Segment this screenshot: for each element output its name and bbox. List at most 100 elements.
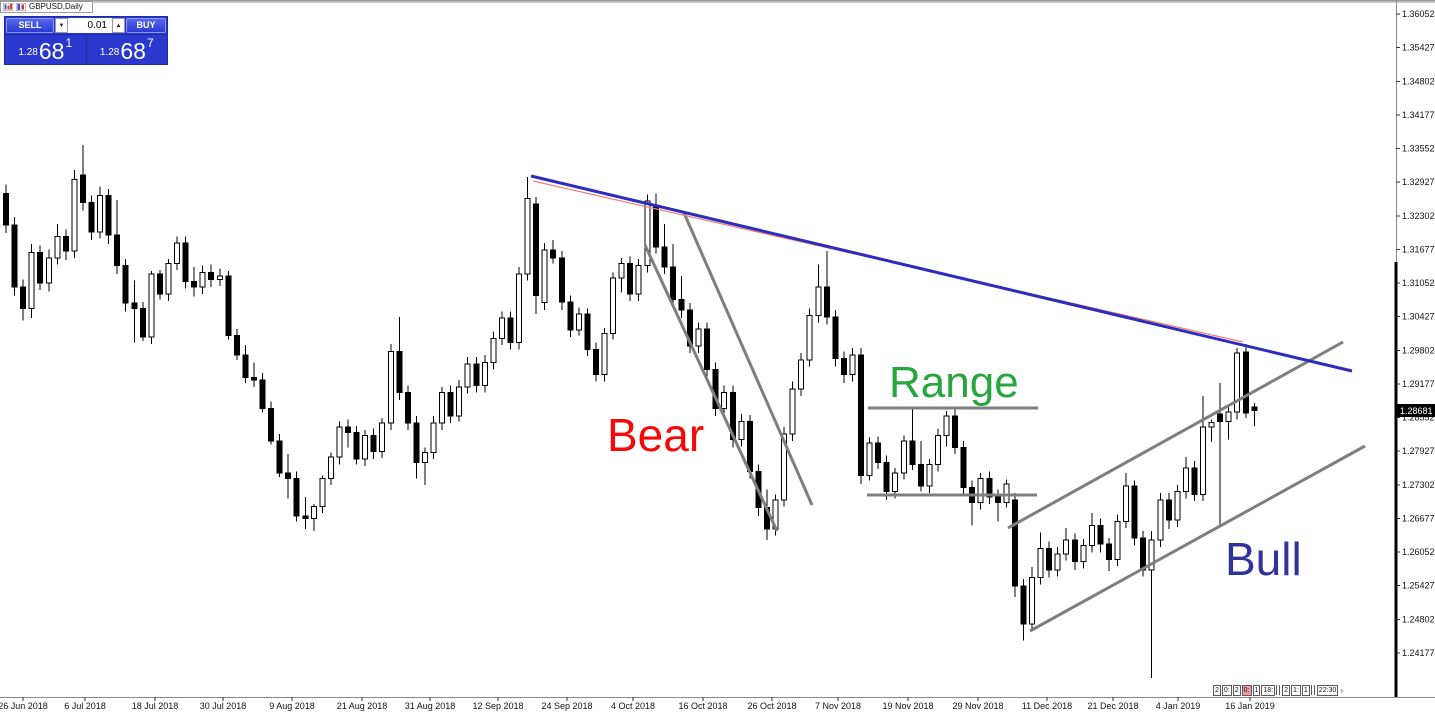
countdown-box: 0: xyxy=(1241,684,1252,696)
time-label: 21 Dec 2018 xyxy=(1087,701,1138,711)
candle xyxy=(148,270,155,345)
volume-decrease-button[interactable]: ▼ xyxy=(55,18,68,33)
bull-channel-upper-line[interactable] xyxy=(1007,340,1344,530)
candle xyxy=(37,245,44,291)
bear-channel-line-2[interactable] xyxy=(682,212,814,506)
candle xyxy=(704,322,711,378)
price-label: 1.26052 xyxy=(1402,547,1435,557)
candle xyxy=(319,475,326,514)
price-label: 1.27927 xyxy=(1402,446,1435,456)
candle xyxy=(627,256,634,301)
candle xyxy=(1063,528,1070,561)
price-label: 1.26677 xyxy=(1402,513,1435,523)
price-axis[interactable]: 1.36052 1.35427 1.34802 1.34177 1.33552 1.329… xyxy=(1396,9,1435,658)
candle xyxy=(738,413,745,447)
candle xyxy=(635,258,642,301)
candle xyxy=(250,362,257,388)
candle xyxy=(601,327,608,382)
candle xyxy=(327,452,334,486)
candle xyxy=(1131,480,1138,546)
countdown-box: 22:30 xyxy=(1316,684,1339,696)
sell-price-prefix: 1.28 xyxy=(18,47,38,58)
blue-descending-trendline[interactable] xyxy=(530,174,1353,373)
candle xyxy=(182,236,189,289)
candle xyxy=(1157,493,1164,547)
sell-price-sup: 1 xyxy=(65,36,73,50)
chart-tab-title: GBPUSD,Daily xyxy=(29,2,83,11)
annotation-bull[interactable]: Bull xyxy=(1225,533,1302,585)
sell-button[interactable]: SELL xyxy=(6,18,54,33)
annotation-range[interactable]: Range xyxy=(889,358,1019,407)
candle xyxy=(507,311,514,350)
candle xyxy=(721,385,728,417)
time-label: 16 Oct 2018 xyxy=(678,701,727,711)
candle xyxy=(1088,513,1095,553)
candle xyxy=(1054,546,1061,577)
bull-channel-lower-line[interactable] xyxy=(1029,444,1366,633)
trade-panel-controls: SELL ▼ ▲ BUY xyxy=(5,17,167,34)
time-label: 31 Aug 2018 xyxy=(405,701,456,711)
candle xyxy=(362,430,369,467)
candles xyxy=(3,144,1258,679)
candle xyxy=(1234,347,1241,420)
buy-button[interactable]: BUY xyxy=(126,18,166,33)
volume-input[interactable] xyxy=(68,18,112,33)
candle xyxy=(1097,518,1104,553)
candle xyxy=(1225,405,1232,440)
countdown-separator xyxy=(1310,685,1315,695)
candle xyxy=(345,419,351,448)
candle xyxy=(481,354,488,393)
candle xyxy=(969,480,976,526)
price-label: 1.36052 xyxy=(1402,9,1435,19)
countdown-box: 0: xyxy=(1221,684,1232,696)
candle xyxy=(242,345,249,383)
candle xyxy=(917,440,924,492)
candle xyxy=(336,421,343,465)
candle xyxy=(54,224,61,265)
sell-price[interactable]: 1.28 68 1 xyxy=(5,35,86,64)
candle xyxy=(661,224,668,275)
chart-tab[interactable]: GBPUSD,Daily xyxy=(0,1,93,13)
candle xyxy=(199,265,206,294)
candle xyxy=(396,317,403,400)
candlestick-chart-icon xyxy=(16,3,26,11)
candle xyxy=(1148,530,1155,679)
candle xyxy=(840,351,847,383)
candle xyxy=(310,503,317,531)
candle xyxy=(413,416,420,479)
arrow-down-icon: ▼ xyxy=(58,22,65,29)
time-label: 6 Jul 2018 xyxy=(64,701,106,711)
time-label: 24 Sep 2018 xyxy=(541,701,592,711)
candle xyxy=(960,440,967,495)
candle xyxy=(268,401,275,445)
candle xyxy=(1242,344,1249,418)
buy-price[interactable]: 1.28 68 7 xyxy=(85,35,168,64)
candle xyxy=(208,264,215,287)
candle xyxy=(558,250,565,311)
price-label: 1.32927 xyxy=(1402,177,1435,187)
countdown-box: 1 xyxy=(1301,684,1310,696)
candle xyxy=(293,471,300,522)
candle xyxy=(926,459,933,494)
candle xyxy=(45,249,52,292)
bar-chart-icon xyxy=(3,3,13,11)
countdown-box: 1 xyxy=(1252,684,1261,696)
annotation-bear[interactable]: Bear xyxy=(607,409,705,461)
countdown-separator xyxy=(1276,685,1281,695)
time-axis[interactable]: 26 Jun 2018 6 Jul 2018 18 Jul 2018 30 Jul 2… xyxy=(0,697,1275,711)
time-label: 12 Sep 2018 xyxy=(472,701,523,711)
candle xyxy=(430,416,437,460)
candle xyxy=(858,347,864,484)
price-label: 1.28552 xyxy=(1402,413,1435,423)
candle xyxy=(79,144,86,211)
bear-channel-line-1[interactable] xyxy=(643,244,779,532)
volume-increase-button[interactable]: ▲ xyxy=(112,18,125,33)
candle xyxy=(225,270,232,340)
time-label: 26 Oct 2018 xyxy=(747,701,796,711)
arrow-up-icon: ▲ xyxy=(115,22,122,29)
time-label: 18 Jul 2018 xyxy=(132,701,179,711)
candle xyxy=(105,189,112,244)
candle xyxy=(1011,493,1018,597)
